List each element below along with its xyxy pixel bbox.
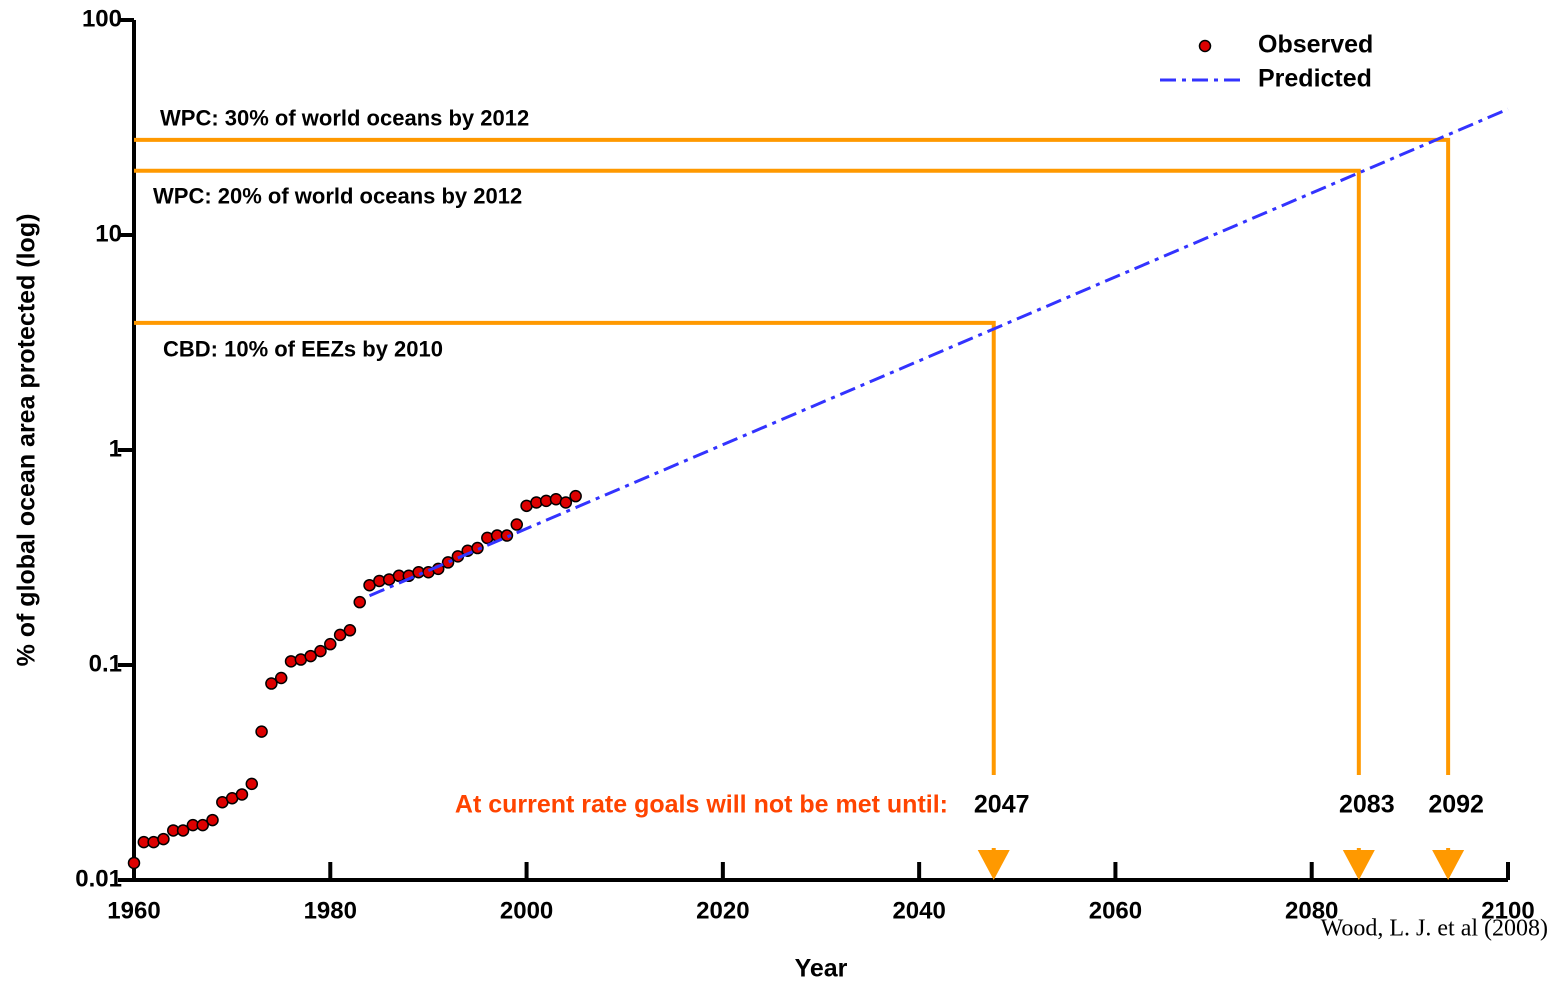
y-tick-label: 10 [95, 220, 122, 247]
observed-point [255, 725, 268, 738]
legend-marker [1198, 39, 1212, 53]
observed-point [353, 595, 366, 609]
observed-point [245, 777, 259, 791]
x-tick-label: 2020 [696, 897, 749, 924]
goal-label: WPC: 30% of world oceans by 2012 [160, 106, 529, 131]
observed-point [510, 518, 524, 531]
goal-line [134, 168, 1361, 775]
observed-point [206, 813, 219, 827]
observed-point [274, 671, 288, 685]
observed-point [569, 489, 582, 503]
x-axis-label: Year [795, 955, 848, 983]
observed-point [235, 788, 249, 801]
observed-point [157, 832, 170, 846]
observed-point [304, 649, 317, 663]
observed-point [441, 556, 455, 569]
x-tick-label: 1980 [304, 897, 357, 924]
y-tick-label: 100 [82, 5, 122, 32]
predicted-line [368, 107, 1509, 598]
goal-year: 2083 [1339, 791, 1395, 819]
observed-point [500, 529, 514, 542]
legend-label: Observed [1258, 31, 1373, 59]
goal-arrow-head [977, 850, 1010, 880]
goal-line [134, 320, 996, 775]
source: Wood, L. J. et al (2008) [1321, 916, 1548, 942]
observed-point [176, 824, 190, 837]
observed-point [324, 637, 337, 651]
observed-point [559, 496, 573, 509]
goal-year: 2047 [974, 791, 1030, 819]
goal-arrow-head [1342, 850, 1375, 880]
x-tick-label: 1960 [107, 897, 160, 924]
observed-point [196, 818, 209, 832]
observed-point [314, 644, 327, 658]
y-tick-label: 0.1 [89, 650, 122, 677]
goal-line [134, 137, 1451, 775]
legend-label: Predicted [1258, 65, 1372, 93]
observed-point [127, 856, 141, 870]
observed-point [343, 624, 357, 637]
note: At current rate goals will not be met un… [455, 791, 948, 819]
observed-point [265, 677, 278, 690]
x-tick-label: 2040 [892, 897, 945, 924]
observed-point [333, 628, 347, 642]
x-tick-label: 2100 [1481, 897, 1534, 924]
x-tick-label: 2060 [1089, 897, 1142, 924]
y-axis-label: % of global ocean area protected (log) [13, 214, 41, 667]
x-tick-label: 2080 [1285, 897, 1338, 924]
goal-arrow-head [1432, 850, 1465, 880]
y-tick-label: 0.01 [75, 865, 122, 892]
goal-label: CBD: 10% of EEZs by 2010 [163, 337, 443, 362]
goal-year: 2092 [1428, 791, 1484, 819]
y-tick-label: 1 [109, 435, 122, 462]
x-tick-label: 2000 [500, 897, 553, 924]
goal-label: WPC: 20% of world oceans by 2012 [153, 184, 522, 209]
